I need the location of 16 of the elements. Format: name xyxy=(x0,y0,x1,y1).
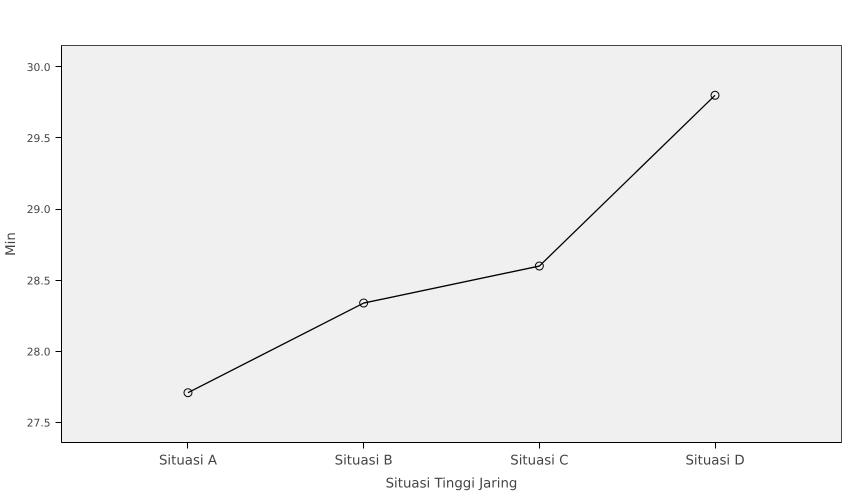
point xyxy=(710,90,720,100)
point xyxy=(534,262,544,271)
y-tick-label: 28.5 xyxy=(26,274,51,288)
point xyxy=(359,298,368,308)
y-axis-title: Min xyxy=(4,232,19,256)
point xyxy=(183,388,192,398)
x-tick-label: Situasi D xyxy=(685,454,745,468)
y-tick-label: 28.0 xyxy=(26,345,51,358)
y-tick-label: 29.5 xyxy=(26,132,51,145)
y-tick-label: 27.5 xyxy=(26,416,51,430)
x-tick-label: Situasi C xyxy=(510,454,568,468)
x-tick-label: Situasi A xyxy=(158,454,217,468)
x-tick-label: Situasi B xyxy=(334,454,393,468)
y-tick-label: 30.0 xyxy=(26,60,51,74)
y-tick-label: 29.0 xyxy=(26,203,51,216)
x-axis-title: Situasi Tinggi Jaring xyxy=(386,476,518,492)
